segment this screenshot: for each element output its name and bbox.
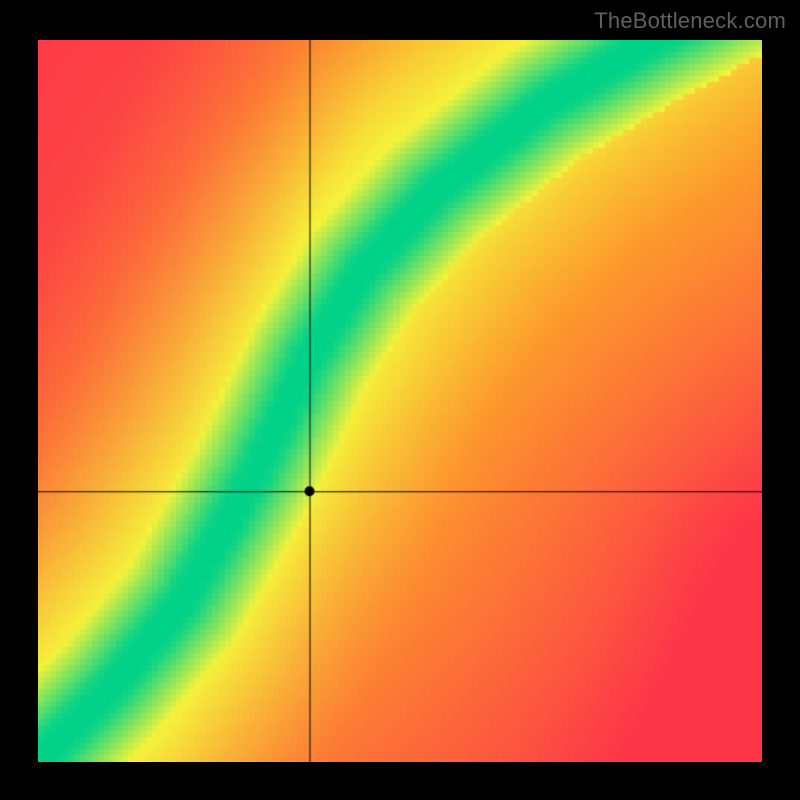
heatmap-canvas [38, 40, 762, 762]
watermark-text: TheBottleneck.com [594, 8, 786, 34]
chart-container: TheBottleneck.com [0, 0, 800, 800]
